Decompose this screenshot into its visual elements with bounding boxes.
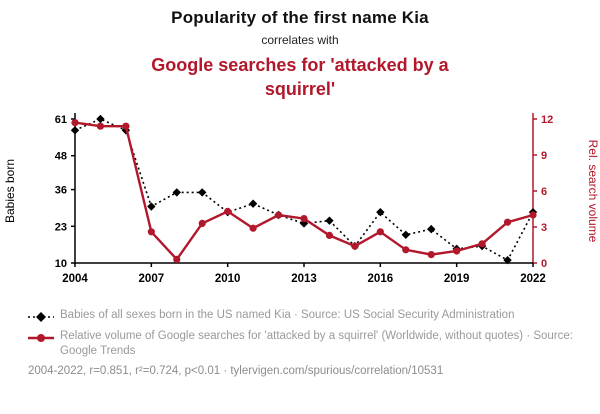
svg-text:Rel. search volume: Rel. search volume xyxy=(586,140,600,243)
svg-text:2004: 2004 xyxy=(62,273,88,285)
svg-text:48: 48 xyxy=(55,151,67,163)
svg-text:3: 3 xyxy=(541,222,547,234)
svg-text:23: 23 xyxy=(55,221,67,233)
chart-header: Popularity of the first name Kia correla… xyxy=(0,0,600,101)
dual-axis-line-chart: 61 48 36 23 10 12 9 6 3 0 2004 2007 2010 2013 2016 2019… xyxy=(3,113,600,285)
correlates-with-label: correlates with xyxy=(261,33,339,47)
svg-text:Babies born: Babies born xyxy=(3,159,17,223)
svg-text:2016: 2016 xyxy=(368,273,394,285)
legend-label: Babies of all sexes born in the US named… xyxy=(60,309,515,321)
svg-text:9: 9 xyxy=(541,150,547,162)
svg-text:2007: 2007 xyxy=(139,273,165,285)
stats-and-source-url: 2004-2022, r=0.851, r²=0.724, p<0.01 · t… xyxy=(28,365,444,377)
legend-label: Relative volume of Google searches for '… xyxy=(60,330,573,357)
svg-text:61: 61 xyxy=(55,114,67,126)
svg-text:2022: 2022 xyxy=(520,273,546,285)
svg-text:2019: 2019 xyxy=(444,273,470,285)
svg-text:2010: 2010 xyxy=(215,273,241,285)
svg-text:10: 10 xyxy=(55,258,67,270)
svg-text:0: 0 xyxy=(541,258,547,270)
svg-text:6: 6 xyxy=(541,186,547,198)
legend-item-searches: Relative volume of Google searches for '… xyxy=(28,329,600,359)
svg-text:36: 36 xyxy=(55,185,67,197)
red-circle-solid-line-icon xyxy=(28,334,54,342)
secondary-title: Google searches for 'attacked by a squir… xyxy=(151,55,449,99)
chart-legend: Babies of all sexes born in the US named… xyxy=(28,308,600,359)
chart-area: 61 48 36 23 10 12 9 6 3 0 2004 2007 2010 2013 2016 2019… xyxy=(0,105,600,298)
svg-text:2013: 2013 xyxy=(291,273,317,285)
black-diamond-dotted-line-icon xyxy=(28,312,54,322)
legend-item-babies: Babies of all sexes born in the US named… xyxy=(28,308,600,323)
page-title: Popularity of the first name Kia xyxy=(171,8,429,27)
svg-text:12: 12 xyxy=(541,114,553,126)
